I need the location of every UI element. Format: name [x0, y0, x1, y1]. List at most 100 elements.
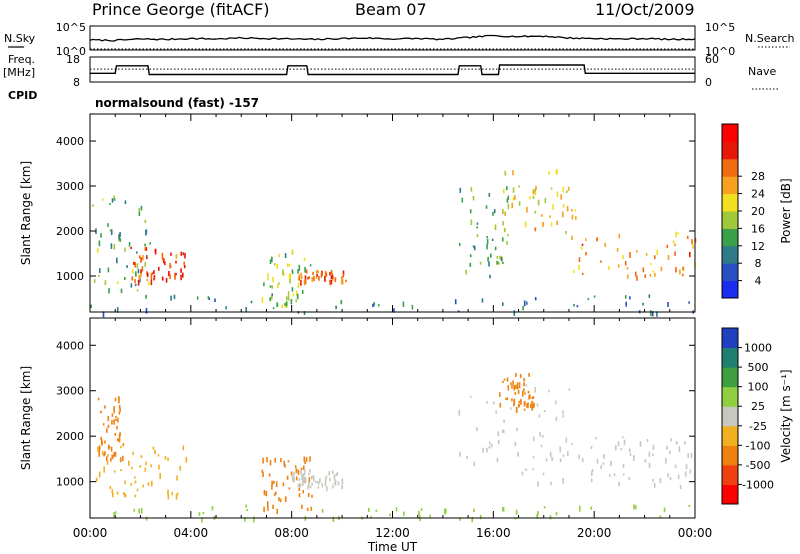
- data-cell: [499, 402, 502, 408]
- data-cell: [519, 374, 522, 379]
- data-cell: [690, 452, 693, 459]
- xtick-label: 12:00: [375, 526, 410, 540]
- data-cell: [154, 449, 156, 455]
- data-cell: [512, 187, 515, 193]
- data-cell: [625, 295, 627, 299]
- data-cell: [581, 243, 584, 246]
- data-cell: [293, 471, 295, 476]
- data-cell: [470, 187, 473, 192]
- data-cell: [305, 269, 308, 274]
- data-cell: [133, 261, 135, 265]
- data-cell: [518, 401, 520, 404]
- freq-unit-label: [MHz]: [3, 66, 35, 79]
- colorbar-tick-label: 8: [755, 257, 762, 270]
- data-cell: [501, 237, 504, 242]
- data-cell: [136, 488, 139, 492]
- colorbar-swatch: [722, 347, 738, 368]
- data-cell: [458, 409, 461, 416]
- data-cell: [650, 263, 652, 266]
- data-cell: [161, 276, 164, 281]
- data-cell: [490, 253, 492, 258]
- data-cell: [514, 441, 517, 446]
- data-cell: [176, 492, 179, 496]
- noise-ytick-left: 10^5: [56, 21, 86, 34]
- data-cell: [620, 448, 622, 451]
- data-cell: [145, 307, 148, 314]
- power-panel-region: [130, 246, 186, 286]
- data-cell: [534, 227, 537, 232]
- data-cell: [549, 215, 551, 218]
- data-cell: [541, 214, 543, 217]
- data-cell: [445, 508, 447, 514]
- data-cell: [308, 473, 310, 476]
- data-cell: [287, 263, 289, 267]
- data-cell: [146, 272, 149, 278]
- data-cell: [130, 283, 133, 288]
- data-cell: [176, 475, 178, 481]
- data-cell: [102, 311, 105, 318]
- data-cell: [302, 490, 304, 494]
- nave-label: Nave: [748, 65, 776, 78]
- data-cell: [576, 305, 579, 308]
- data-cell: [503, 429, 505, 433]
- data-cell: [515, 373, 517, 377]
- data-cell: [134, 279, 136, 284]
- data-cell: [253, 516, 255, 523]
- data-cell: [182, 445, 185, 451]
- data-cell: [283, 460, 285, 466]
- data-cell: [677, 232, 680, 235]
- data-cell: [328, 471, 330, 476]
- data-cell: [639, 441, 642, 447]
- data-cell: [685, 464, 688, 469]
- data-cell: [486, 401, 488, 404]
- data-cell: [486, 243, 488, 250]
- data-cell: [526, 403, 528, 408]
- data-cell: [144, 261, 146, 267]
- data-cell: [469, 209, 472, 214]
- data-cell: [118, 405, 121, 409]
- data-cell: [298, 264, 301, 271]
- data-cell: [444, 508, 446, 515]
- data-cell: [134, 480, 137, 484]
- data-cell: [317, 270, 319, 273]
- data-cell: [505, 397, 507, 400]
- data-cell: [140, 272, 142, 278]
- data-cell: [103, 466, 105, 473]
- data-cell: [318, 276, 320, 281]
- data-cell: [167, 489, 169, 495]
- data-cell: [469, 395, 472, 398]
- data-cell: [675, 267, 677, 273]
- colorbar-swatch: [722, 193, 738, 212]
- data-cell: [263, 506, 265, 513]
- data-cell: [184, 265, 186, 269]
- data-cell: [486, 447, 488, 453]
- noise-ytick-right: 10^0: [705, 45, 735, 58]
- data-cell: [496, 255, 499, 259]
- data-cell: [571, 235, 573, 240]
- data-cell: [532, 195, 535, 199]
- noise-ytick-right: 10^5: [705, 21, 735, 34]
- colorbar-swatch: [722, 445, 738, 466]
- data-cell: [130, 483, 132, 486]
- data-cell: [454, 299, 457, 305]
- data-cell: [119, 457, 122, 463]
- data-cell: [114, 511, 117, 515]
- data-cell: [262, 472, 264, 478]
- data-cell: [529, 394, 531, 400]
- data-cell: [689, 252, 691, 258]
- data-cell: [151, 271, 154, 275]
- data-cell: [492, 211, 494, 216]
- data-cell: [325, 272, 327, 277]
- data-cell: [552, 204, 554, 210]
- data-cell: [211, 506, 214, 511]
- data-cell: [134, 283, 137, 287]
- data-cell: [506, 198, 509, 203]
- data-cell: [128, 242, 131, 247]
- data-cell: [174, 274, 176, 280]
- data-cell: [506, 240, 508, 245]
- data-cell: [644, 274, 646, 278]
- data-cell: [511, 202, 513, 209]
- data-cell: [550, 187, 553, 190]
- data-cell: [140, 455, 143, 458]
- data-cell: [244, 517, 246, 522]
